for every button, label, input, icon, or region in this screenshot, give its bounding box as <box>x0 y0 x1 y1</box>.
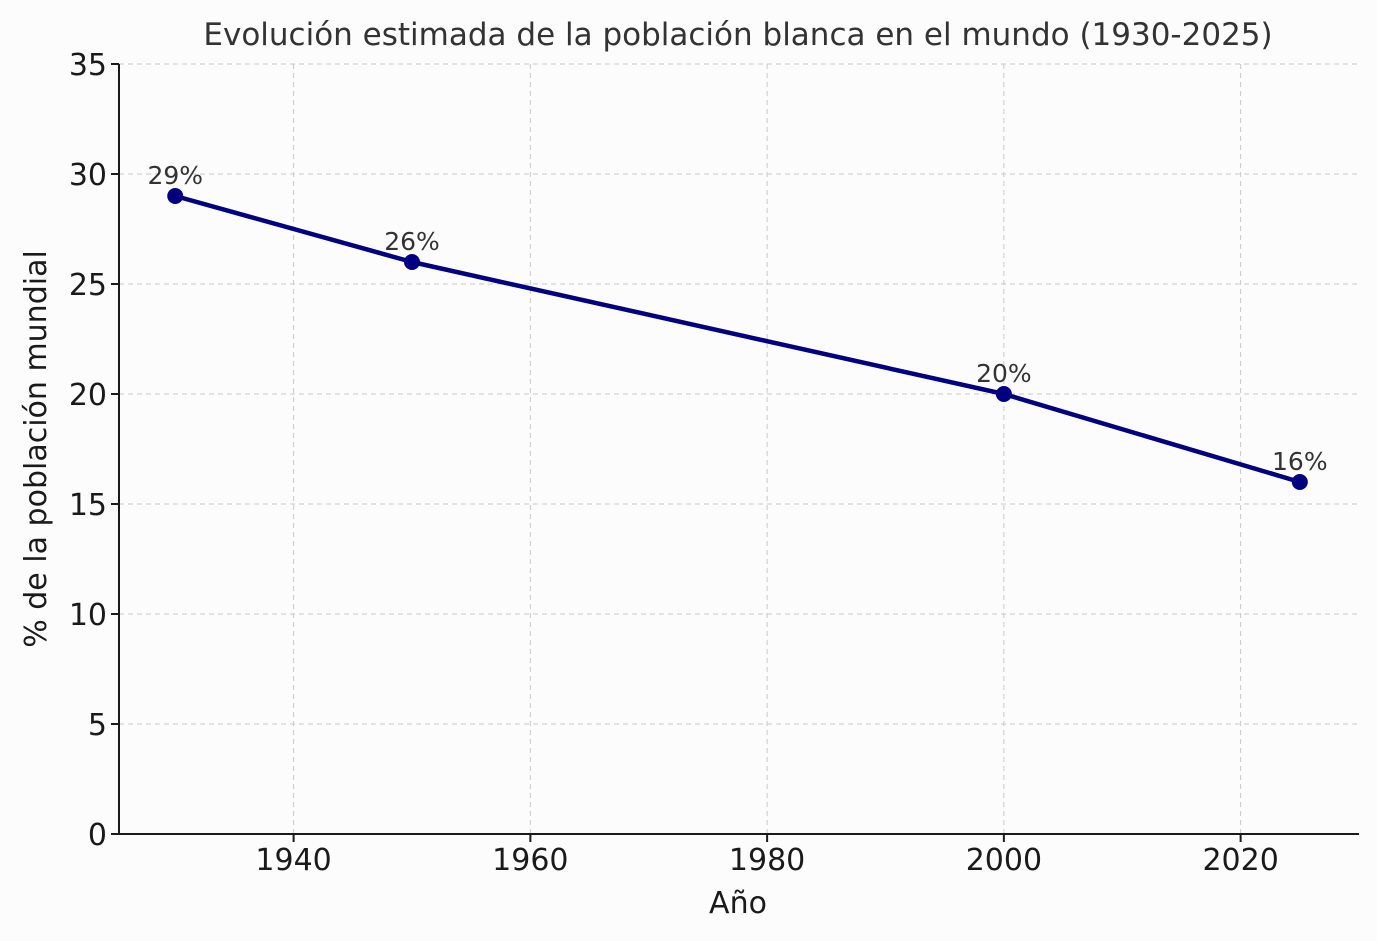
x-tick-label: 2000 <box>966 843 1042 878</box>
data-point <box>995 386 1012 402</box>
chart-title: Evolución estimada de la población blanc… <box>203 17 1272 53</box>
y-tick-label: 10 <box>69 598 107 633</box>
x-tick-label: 1980 <box>729 843 805 878</box>
data-labels: 29% 26% 20% 16% <box>147 161 1327 476</box>
y-axis-label: % de la población mundial <box>19 250 54 648</box>
y-tick-label: 30 <box>69 158 107 193</box>
data-label: 20% <box>976 359 1032 388</box>
grid-lines <box>119 63 1359 834</box>
y-tick-label: 0 <box>88 818 107 853</box>
y-tick-label: 20 <box>69 378 107 413</box>
axis-ticks: 1940 1960 1980 2000 2020 0 5 10 15 20 25 30 35 <box>69 48 1279 878</box>
y-tick-label: 5 <box>88 708 107 743</box>
y-tick-label: 25 <box>69 268 107 303</box>
axes <box>118 64 1359 835</box>
series-line <box>174 193 1301 485</box>
x-tick-label: 1940 <box>255 843 331 878</box>
data-label: 29% <box>147 161 203 190</box>
data-series <box>167 188 1308 490</box>
y-tick-label: 35 <box>69 48 107 83</box>
y-tick-label: 15 <box>69 488 107 523</box>
data-point <box>403 254 420 270</box>
x-tick-label: 2020 <box>1202 843 1278 878</box>
data-label: 26% <box>384 227 440 256</box>
x-tick-label: 1960 <box>492 843 568 878</box>
data-label: 16% <box>1272 447 1328 476</box>
data-point <box>167 188 184 204</box>
x-axis-label: Año <box>709 886 767 921</box>
data-point <box>1291 474 1308 490</box>
